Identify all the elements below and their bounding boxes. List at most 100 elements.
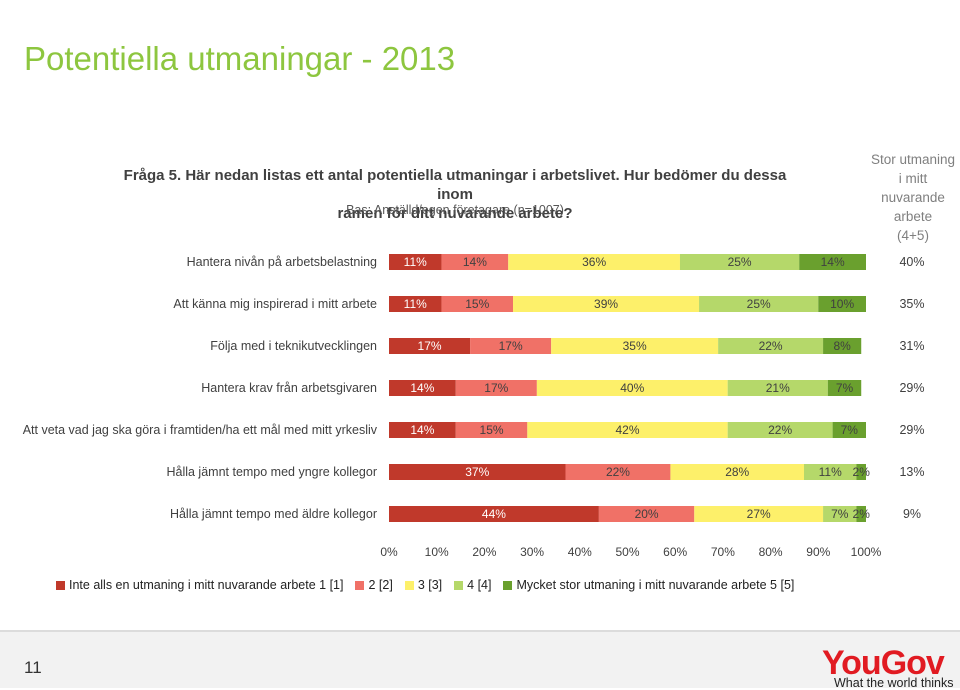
- bar-segment: [513, 296, 700, 312]
- right-column-value: 31%: [899, 339, 924, 353]
- data-label: 28%: [725, 465, 749, 479]
- data-label: 39%: [594, 297, 618, 311]
- legend-label: Inte alls en utmaning i mitt nuvarande a…: [69, 578, 344, 592]
- bar-segment: [818, 296, 866, 312]
- data-label: 17%: [499, 339, 523, 353]
- bar-segment: [470, 338, 552, 354]
- data-label: 2%: [853, 465, 871, 479]
- data-label: 42%: [615, 423, 639, 437]
- bar-segment: [508, 254, 680, 270]
- bar-segment: [799, 254, 866, 270]
- right-title-line: (4+5): [897, 228, 929, 243]
- right-column-value: 40%: [899, 255, 924, 269]
- right-column-value: 35%: [899, 297, 924, 311]
- bar-segment: [455, 422, 528, 438]
- data-label: 22%: [759, 339, 783, 353]
- legend-item: 2 [2]: [355, 578, 393, 592]
- bar-segment: [527, 422, 728, 438]
- x-tick-label: 20%: [472, 545, 496, 559]
- bar-segment: [823, 506, 857, 522]
- legend-swatch: [355, 580, 365, 590]
- data-label: 7%: [841, 423, 859, 437]
- right-column-title: Stor utmaning i mitt nuvarande arbete (4…: [866, 150, 960, 245]
- yougov-logo: YouGov: [822, 644, 945, 682]
- legend-item: 4 [4]: [454, 578, 491, 592]
- x-tick-label: 100%: [851, 545, 882, 559]
- category-label: Hantera krav från arbetsgivaren: [201, 381, 377, 395]
- bar-segment: [832, 422, 866, 438]
- footer: [0, 630, 960, 688]
- right-title-line: i mitt: [898, 171, 928, 186]
- bar-segment: [823, 338, 862, 354]
- x-tick-label: 60%: [663, 545, 687, 559]
- data-label: 37%: [465, 465, 489, 479]
- bar-segment: [389, 338, 471, 354]
- bar-segment: [670, 464, 804, 480]
- data-label: 15%: [465, 297, 489, 311]
- data-label: 17%: [418, 339, 442, 353]
- data-label: 40%: [620, 381, 644, 395]
- data-label: 35%: [623, 339, 647, 353]
- bar-segment: [699, 296, 819, 312]
- data-label: 25%: [728, 255, 752, 269]
- base-text: Bas: Anställd/egen företagare (n=1007): [346, 203, 564, 217]
- x-tick-label: 0%: [380, 545, 398, 559]
- question-line-1: Fråga 5. Här nedan listas ett antal pote…: [123, 167, 787, 203]
- data-label: 14%: [410, 381, 434, 395]
- bar-segment: [389, 254, 442, 270]
- data-label: 22%: [768, 423, 792, 437]
- bar-segment: [389, 422, 456, 438]
- data-label: 17%: [484, 381, 508, 395]
- slide-title: Potentiella utmaningar - 2013: [24, 40, 456, 77]
- stacked-bar-chart: Hantera nivån på arbetsbelastning 11% 14% 3…: [23, 254, 925, 559]
- legend-label: 2 [2]: [368, 578, 393, 592]
- legend-item: Mycket stor utmaning i mitt nuvarande ar…: [503, 578, 794, 592]
- data-label: 14%: [463, 255, 487, 269]
- data-label: 27%: [747, 507, 771, 521]
- legend-swatch: [503, 580, 513, 590]
- data-label: 2%: [853, 507, 871, 521]
- bar-segment: [389, 380, 456, 396]
- data-label: 11%: [404, 297, 427, 311]
- legend-swatch: [454, 580, 464, 590]
- bar-segment: [727, 380, 828, 396]
- bar-segment: [694, 506, 824, 522]
- legend-item: Inte alls en utmaning i mitt nuvarande a…: [56, 578, 343, 592]
- data-label: 22%: [606, 465, 630, 479]
- chart-legend: Inte alls en utmaning i mitt nuvarande a…: [56, 578, 806, 592]
- legend-item: 3 [3]: [404, 578, 443, 592]
- data-label: 10%: [830, 297, 854, 311]
- bar-segment: [727, 422, 833, 438]
- x-tick-label: 40%: [568, 545, 592, 559]
- x-tick-label: 80%: [759, 545, 783, 559]
- x-tick-label: 10%: [425, 545, 449, 559]
- data-label: 14%: [410, 423, 434, 437]
- right-column-value: 29%: [899, 381, 924, 395]
- bar-segment: [441, 296, 514, 312]
- x-tick-label: 70%: [711, 545, 735, 559]
- category-label: Hålla jämnt tempo med äldre kollegor: [170, 507, 377, 521]
- data-label: 20%: [635, 507, 659, 521]
- right-title-line: nuvarande: [881, 190, 945, 205]
- data-label: 15%: [480, 423, 504, 437]
- x-tick-label: 50%: [615, 545, 639, 559]
- data-label: 44%: [482, 507, 506, 521]
- right-title-line: arbete: [893, 209, 933, 224]
- legend-label: Mycket stor utmaning i mitt nuvarande ar…: [516, 578, 795, 592]
- x-tick-label: 30%: [520, 545, 544, 559]
- bar-segment: [679, 254, 800, 270]
- bar-segment: [455, 380, 537, 396]
- x-tick-label: 90%: [806, 545, 830, 559]
- bar-segment: [803, 464, 857, 480]
- right-column-value: 9%: [903, 507, 921, 521]
- right-column-value: 13%: [899, 465, 924, 479]
- category-label: Att veta vad jag ska göra i framtiden/ha…: [23, 423, 378, 437]
- category-label: Hantera nivån på arbetsbelastning: [187, 255, 377, 269]
- data-label: 7%: [831, 507, 849, 521]
- right-column-value: 29%: [899, 423, 924, 437]
- legend-label: 4 [4]: [467, 578, 492, 592]
- bar-segment: [827, 380, 862, 396]
- right-title-line: Stor utmaning: [870, 152, 956, 167]
- legend-swatch: [56, 580, 65, 590]
- legend-label: 3 [3]: [417, 578, 443, 592]
